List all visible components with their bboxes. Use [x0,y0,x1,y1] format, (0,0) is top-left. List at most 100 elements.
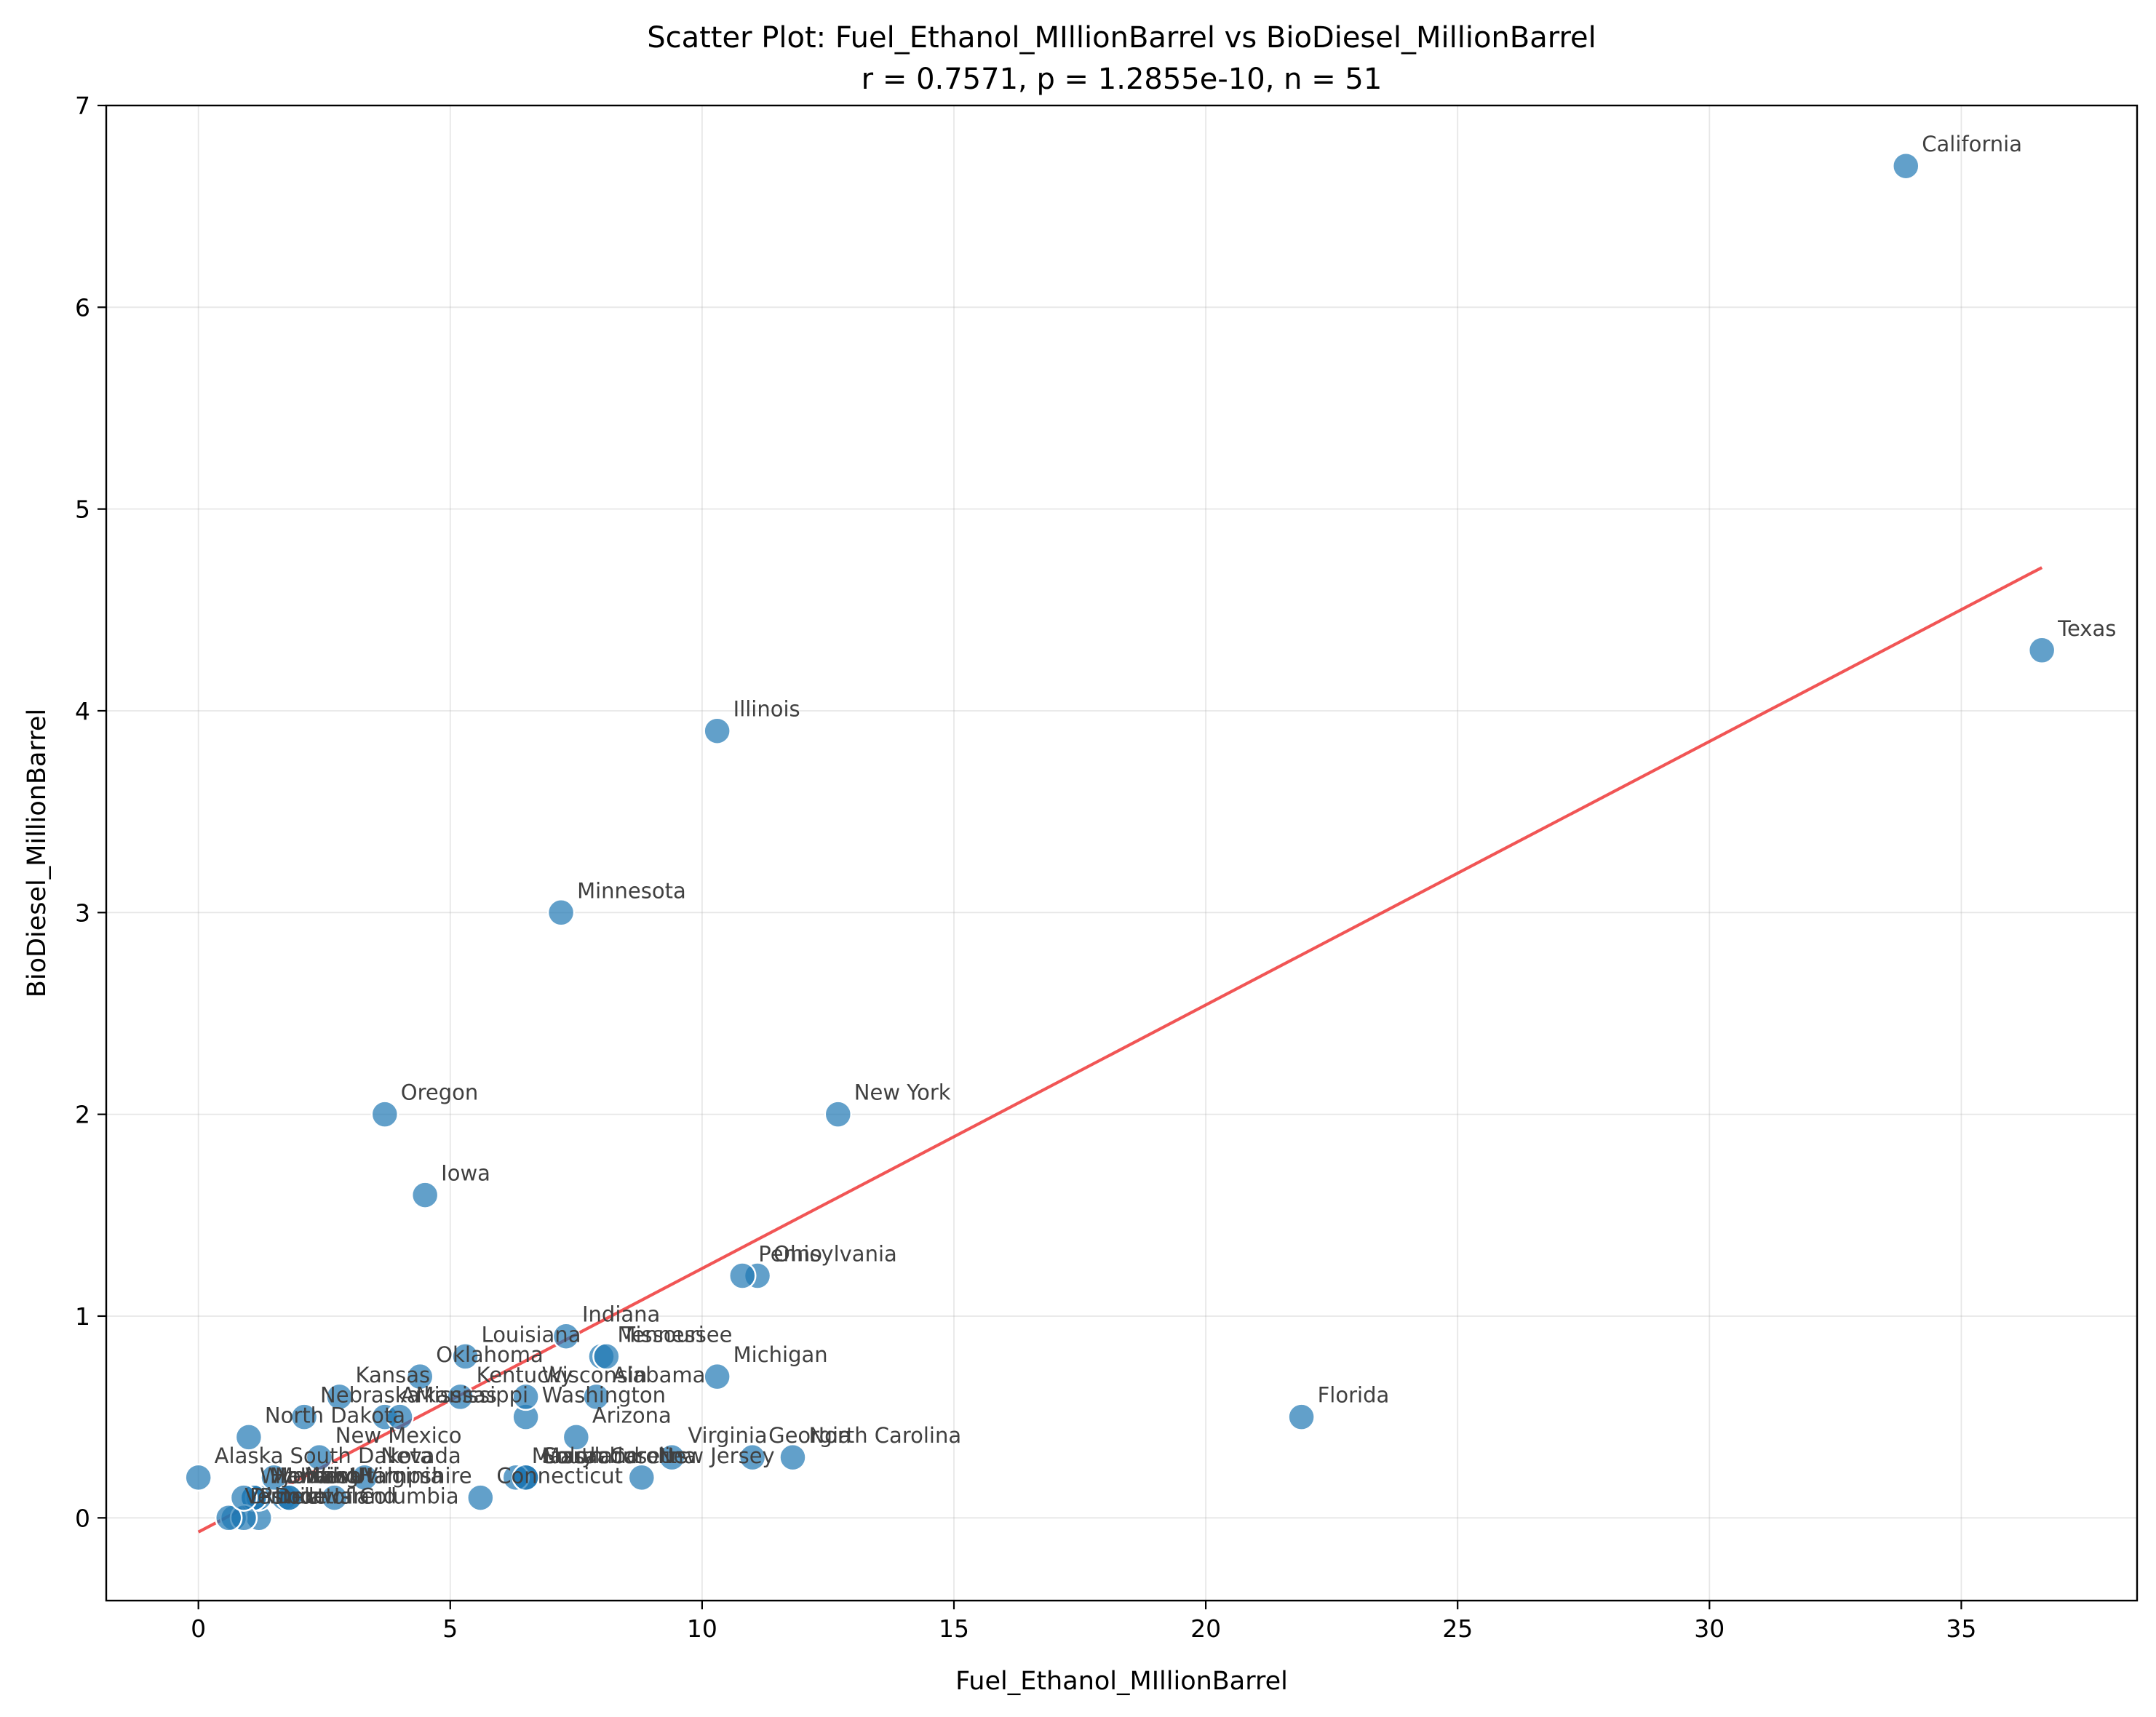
point-label: Colorado [542,1443,637,1468]
trend-line-layer [197,566,2043,1534]
data-point [2027,636,2056,665]
point-label: West Virginia [305,1464,443,1489]
point-label: Rhode Island [260,1483,397,1508]
data-point [305,1443,334,1472]
point-label: South Dakota [290,1443,433,1468]
point-label: Virginia [688,1423,767,1448]
point-label: Idaho [300,1464,359,1489]
x-tick-label: 25 [1442,1614,1473,1643]
point-label: Utah [351,1464,401,1489]
point-label: Georgia [768,1423,851,1448]
data-point [446,1382,474,1411]
point-label: Kentucky [477,1363,573,1387]
point-label: Texas [2057,616,2116,641]
point-label: Wyoming [260,1464,359,1489]
data-point [824,1100,853,1128]
data-point [260,1463,288,1492]
point-label: Alabama [613,1363,706,1387]
data-point [405,1362,434,1391]
point-label: New Hampshire [305,1464,472,1489]
point-label: Indiana [582,1302,660,1327]
chart-title: Scatter Plot: Fuel_Ethanol_MIllionBarrel… [647,21,1596,55]
data-point [627,1463,656,1492]
data-point [1892,151,1920,180]
point-label: Nevada [381,1443,461,1468]
point-label: Massachusetts [532,1443,688,1468]
point-label: Wisconsin [542,1363,648,1387]
data-point [658,1443,686,1472]
point-label: New York [854,1080,951,1105]
plot-frame [105,104,2139,1602]
point-label: Delaware [275,1483,375,1508]
chart-subtitle: r = 0.7571, p = 1.2855e-10, n = 51 [862,63,1383,96]
data-point [184,1463,212,1492]
data-point [728,1262,757,1290]
points-layer [184,151,2056,1532]
point-label: New Mexico [335,1423,462,1448]
y-tick-label: 1 [75,1302,90,1331]
y-tick-label: 7 [75,92,90,120]
data-point [703,717,731,745]
data-point [410,1181,439,1209]
point-label: Mississippi [416,1383,529,1408]
point-label: Arkansas [401,1383,497,1408]
data-point [562,1423,591,1451]
data-point [370,1100,399,1128]
x-axis-label: Fuel_Ethanol_MIllionBarrel [955,1667,1288,1696]
point-label: Florida [1318,1383,1390,1408]
data-point [779,1443,807,1472]
y-tick-label: 2 [75,1101,90,1129]
data-point [552,1322,581,1350]
y-tick-label: 4 [75,697,90,725]
point-label: Illinois [733,697,800,722]
point-label: Louisiana [482,1322,581,1347]
data-point [546,899,576,927]
data-point [214,1504,243,1532]
point-label: Vermont [244,1483,334,1508]
point-label: South Carolina [542,1443,697,1468]
point-label: Missouri [617,1322,704,1347]
y-tick-label: 3 [75,899,90,927]
data-point [466,1483,495,1512]
point-label: North Dakota [265,1403,405,1427]
data-point [582,1382,610,1411]
point-label: California [1922,132,2022,156]
grid [106,105,2137,1601]
data-point [325,1382,354,1411]
x-tick-label: 15 [939,1614,969,1643]
point-label: Washington [542,1383,666,1408]
point-label: North Carolina [808,1423,961,1448]
x-tick-label: 35 [1946,1614,1976,1643]
x-tick-label: 30 [1694,1614,1725,1643]
point-label: Arizona [592,1403,672,1427]
point-label: Tennessee [621,1322,732,1347]
point-label: Hawaii [270,1464,341,1489]
y-tick-label: 5 [75,495,90,524]
y-tick-label: 0 [75,1504,90,1532]
point-label: Kansas [355,1363,430,1387]
x-tick-label: 20 [1190,1614,1221,1643]
y-tick-label: 6 [75,293,90,322]
x-tick-label: 0 [191,1614,206,1643]
axis-ticks: 0 5 10 15 20 25 30 35 0 1 2 3 4 5 6 7 [75,92,1976,1643]
point-label: Ohio [773,1242,822,1267]
point-label: New Jersey [658,1443,775,1468]
x-tick-label: 5 [442,1614,458,1643]
point-label: Pennsylvania [758,1242,897,1267]
point-label: Oklahoma [436,1342,544,1367]
data-point [386,1403,414,1431]
data-point [275,1483,303,1512]
point-label: Michigan [733,1342,828,1367]
data-point [592,1342,621,1371]
data-point [1287,1403,1316,1431]
data-point [738,1443,767,1472]
point-label: District of Columbia [250,1483,458,1508]
y-axis-label: BioDiesel_MillionBarrel [23,709,52,997]
data-point [229,1483,258,1512]
data-point [290,1403,319,1431]
data-point [234,1423,263,1451]
point-label: Maryland [542,1443,640,1468]
data-point [512,1463,540,1492]
